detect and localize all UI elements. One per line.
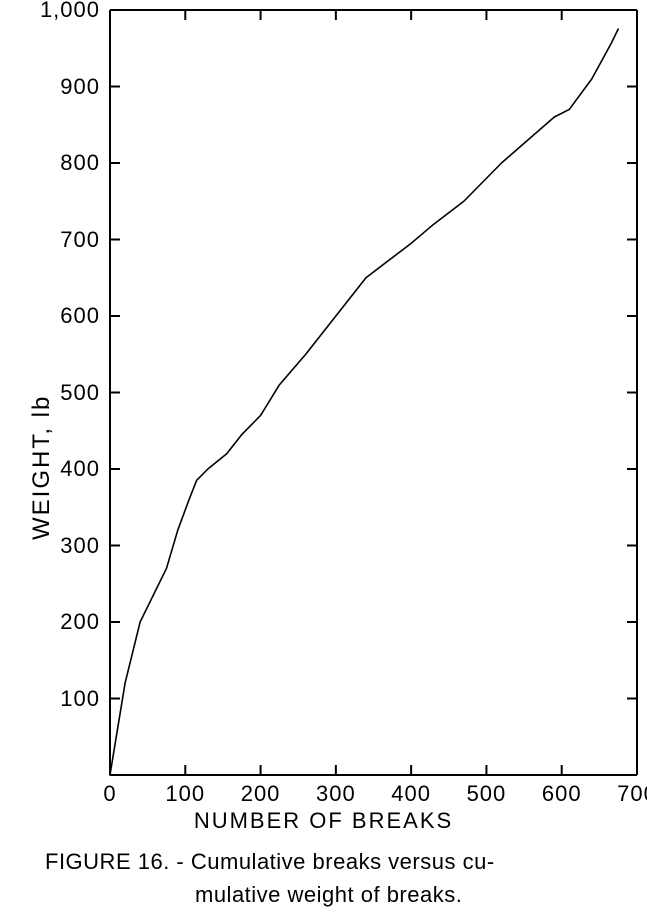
x-tick-label: 700 — [607, 781, 647, 807]
x-tick-label: 200 — [231, 781, 291, 807]
x-tick-label: 400 — [381, 781, 441, 807]
x-axis-label-text: NUMBER OF BREAKS — [194, 808, 453, 833]
y-tick-label: 200 — [30, 609, 100, 635]
figure-caption: FIGURE 16. - Cumulative breaks versus cu… — [45, 845, 647, 911]
y-tick-label: 100 — [30, 686, 100, 712]
x-tick-label: 0 — [80, 781, 140, 807]
caption-sep: - — [170, 849, 191, 874]
figure-number: FIGURE 16. — [45, 849, 170, 874]
y-tick-label: 600 — [30, 303, 100, 329]
caption-line1: Cumulative breaks versus cu- — [191, 849, 495, 874]
x-tick-label: 600 — [532, 781, 592, 807]
chart-container: 100 200 300 400 500 600 700 800 900 1,000 0 100 200… — [0, 0, 647, 922]
x-axis-label: NUMBER OF BREAKS — [0, 808, 647, 834]
y-tick-label: 900 — [30, 74, 100, 100]
y-tick-label: 700 — [30, 227, 100, 253]
y-axis-label: WEIGHT, lb — [28, 395, 56, 540]
y-tick-label: 1,000 — [30, 0, 100, 23]
y-tick-label: 800 — [30, 150, 100, 176]
y-axis-label-text: WEIGHT, lb — [28, 395, 55, 540]
caption-line2: mulative weight of breaks. — [195, 882, 462, 907]
x-tick-label: 300 — [306, 781, 366, 807]
x-tick-label: 500 — [456, 781, 516, 807]
x-tick-label: 100 — [155, 781, 215, 807]
